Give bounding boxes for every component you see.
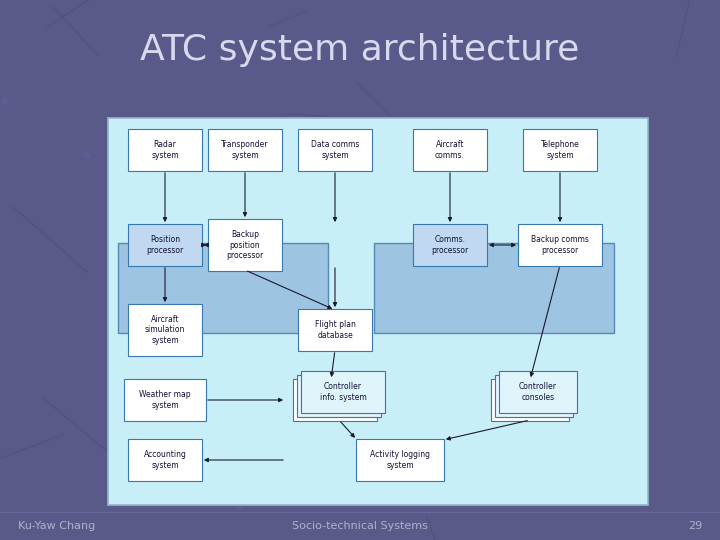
Text: Transponder
system: Transponder system: [221, 140, 269, 160]
Text: Position
processor: Position processor: [146, 235, 184, 255]
Text: Controller
info. system: Controller info. system: [320, 382, 366, 402]
FancyBboxPatch shape: [374, 243, 614, 333]
FancyBboxPatch shape: [108, 118, 648, 505]
FancyBboxPatch shape: [495, 375, 573, 417]
FancyBboxPatch shape: [499, 371, 577, 413]
FancyBboxPatch shape: [301, 371, 385, 413]
Text: Controller
consoles: Controller consoles: [519, 382, 557, 402]
Text: Ku-Yaw Chang: Ku-Yaw Chang: [18, 521, 95, 531]
FancyBboxPatch shape: [208, 219, 282, 271]
FancyBboxPatch shape: [413, 129, 487, 171]
FancyBboxPatch shape: [124, 379, 206, 421]
Text: Flight plan
database: Flight plan database: [315, 320, 356, 340]
Text: Weather map
system: Weather map system: [139, 390, 191, 410]
FancyBboxPatch shape: [128, 439, 202, 481]
Text: Data comms
system: Data comms system: [311, 140, 359, 160]
Text: 29: 29: [688, 521, 702, 531]
Text: Backup comms
processor: Backup comms processor: [531, 235, 589, 255]
FancyBboxPatch shape: [293, 379, 377, 421]
Text: Telephone
system: Telephone system: [541, 140, 580, 160]
FancyBboxPatch shape: [208, 129, 282, 171]
Text: Aircraft
simulation
system: Aircraft simulation system: [145, 315, 185, 345]
Text: ATC system architecture: ATC system architecture: [140, 33, 580, 67]
FancyBboxPatch shape: [523, 129, 597, 171]
Text: Comms.
processor: Comms. processor: [431, 235, 469, 255]
FancyBboxPatch shape: [297, 375, 381, 417]
FancyBboxPatch shape: [298, 129, 372, 171]
FancyBboxPatch shape: [491, 379, 569, 421]
Text: Radar
system: Radar system: [151, 140, 179, 160]
Text: Backup
position
processor: Backup position processor: [226, 230, 264, 260]
FancyBboxPatch shape: [518, 224, 602, 266]
FancyBboxPatch shape: [298, 309, 372, 351]
Text: Accounting
system: Accounting system: [143, 450, 186, 470]
Text: Socio-technical Systems: Socio-technical Systems: [292, 521, 428, 531]
FancyBboxPatch shape: [356, 439, 444, 481]
FancyBboxPatch shape: [128, 224, 202, 266]
FancyBboxPatch shape: [128, 129, 202, 171]
Text: Aircraft
comms.: Aircraft comms.: [435, 140, 465, 160]
Text: Activity logging
system: Activity logging system: [370, 450, 430, 470]
FancyBboxPatch shape: [413, 224, 487, 266]
FancyBboxPatch shape: [118, 243, 328, 333]
FancyBboxPatch shape: [128, 304, 202, 356]
